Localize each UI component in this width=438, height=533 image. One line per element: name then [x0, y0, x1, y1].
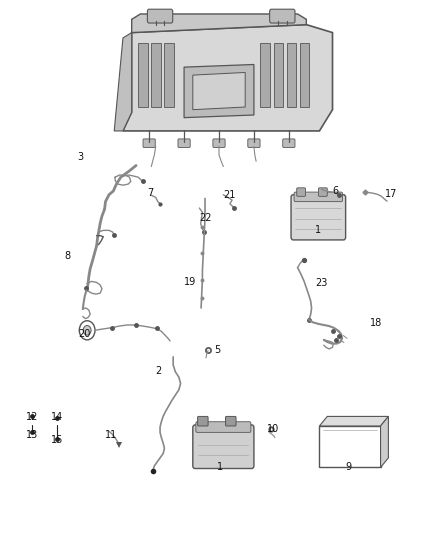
- Text: 14: 14: [51, 411, 63, 422]
- Polygon shape: [114, 33, 132, 131]
- FancyBboxPatch shape: [248, 139, 260, 148]
- FancyBboxPatch shape: [270, 9, 295, 23]
- Polygon shape: [138, 43, 148, 107]
- Text: 1: 1: [315, 225, 321, 235]
- Text: 21: 21: [223, 190, 236, 200]
- FancyBboxPatch shape: [283, 139, 295, 148]
- Text: 10: 10: [267, 424, 279, 434]
- FancyBboxPatch shape: [178, 139, 190, 148]
- Circle shape: [83, 326, 91, 335]
- FancyBboxPatch shape: [198, 416, 208, 426]
- Text: 23: 23: [315, 278, 328, 288]
- Text: 19: 19: [184, 277, 196, 287]
- Polygon shape: [123, 25, 332, 131]
- Text: 20: 20: [78, 329, 91, 338]
- Text: 7: 7: [147, 188, 153, 198]
- FancyBboxPatch shape: [297, 188, 305, 196]
- Polygon shape: [151, 43, 161, 107]
- FancyBboxPatch shape: [143, 139, 155, 148]
- FancyBboxPatch shape: [291, 195, 346, 240]
- Polygon shape: [164, 43, 174, 107]
- FancyBboxPatch shape: [226, 416, 236, 426]
- Text: 18: 18: [370, 318, 382, 328]
- FancyBboxPatch shape: [193, 425, 254, 469]
- Text: 9: 9: [346, 462, 352, 472]
- Text: 11: 11: [105, 430, 117, 440]
- Polygon shape: [287, 43, 296, 107]
- Text: 13: 13: [26, 430, 38, 440]
- FancyBboxPatch shape: [148, 9, 173, 23]
- Text: 5: 5: [215, 345, 221, 355]
- FancyBboxPatch shape: [294, 192, 343, 201]
- Polygon shape: [184, 64, 254, 118]
- Text: 15: 15: [51, 435, 63, 445]
- FancyBboxPatch shape: [213, 139, 225, 148]
- Text: 12: 12: [26, 411, 39, 422]
- Text: 17: 17: [385, 189, 397, 199]
- Text: 6: 6: [332, 185, 339, 196]
- Polygon shape: [381, 416, 389, 467]
- Text: 2: 2: [155, 366, 162, 376]
- Polygon shape: [261, 43, 270, 107]
- Polygon shape: [319, 416, 389, 426]
- Text: 22: 22: [199, 213, 212, 223]
- Text: 1: 1: [217, 462, 223, 472]
- Polygon shape: [193, 72, 245, 110]
- Text: 8: 8: [64, 251, 70, 261]
- FancyBboxPatch shape: [318, 188, 327, 196]
- Polygon shape: [300, 43, 309, 107]
- Polygon shape: [274, 43, 283, 107]
- Text: 3: 3: [77, 152, 83, 162]
- FancyBboxPatch shape: [196, 422, 251, 432]
- Polygon shape: [132, 14, 306, 33]
